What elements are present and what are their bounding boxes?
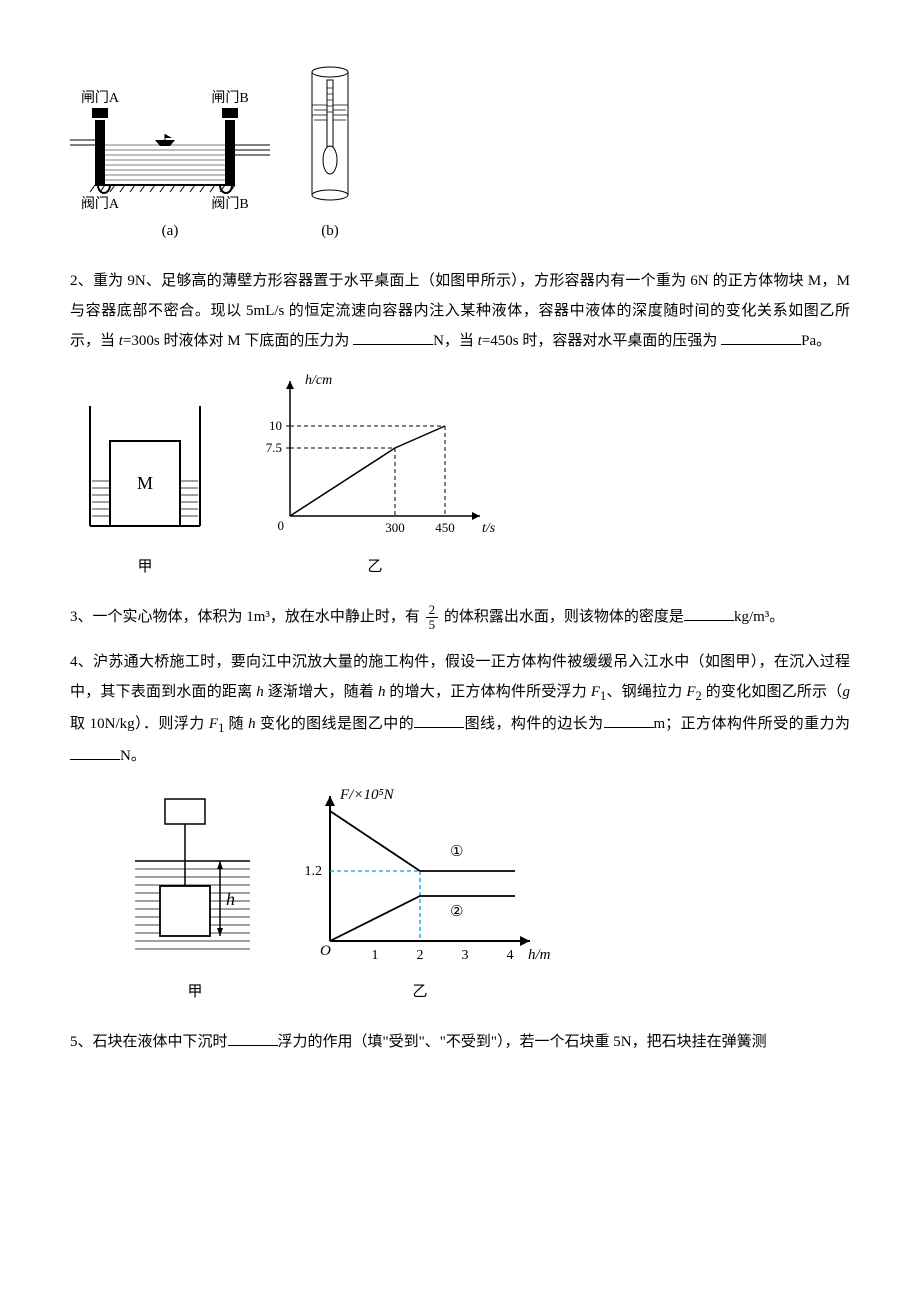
q2-t2val: =450s 时，容器对水平桌面的压强为 bbox=[482, 333, 718, 349]
q4-t3: 的增大，正方体构件所受浮力 bbox=[385, 684, 590, 700]
svg-text:7.5: 7.5 bbox=[266, 440, 282, 455]
problem-4: 4、沪苏通大桥施工时，要向江中沉放大量的施工构件，假设一正方体构件被缓缓吊入江水… bbox=[70, 647, 850, 771]
svg-text:0: 0 bbox=[278, 518, 285, 533]
q3-frac-num: 2 bbox=[426, 603, 439, 618]
svg-text:10: 10 bbox=[269, 418, 282, 433]
q4-h1: h bbox=[256, 684, 264, 700]
q3-frac-den: 5 bbox=[426, 618, 439, 632]
gate-a-label: 闸门A bbox=[81, 90, 120, 106]
depth-time-chart: 10 7.5 300 450 0 h/cm t/s bbox=[250, 366, 500, 546]
fig2a-caption: 甲 bbox=[137, 552, 152, 582]
figure-1a: 闸门A 闸门B 阀门A 阀门B (a) bbox=[70, 90, 270, 246]
q5-mid: 浮力的作用（填"受到"、"不受到"），若一个石块重 5N，把石块挂在弹簧测 bbox=[278, 1034, 767, 1050]
figure-1-row: 闸门A 闸门B 阀门A 阀门B (a) bbox=[70, 60, 850, 246]
figure-2a: M 甲 bbox=[70, 386, 220, 582]
svg-text:3: 3 bbox=[462, 948, 469, 963]
q4-blank-2 bbox=[604, 712, 654, 728]
q4-t7: 随 bbox=[224, 716, 248, 732]
q3-text-after: 的体积露出水面，则该物体的密度是 bbox=[444, 609, 684, 625]
q2-blank-2 bbox=[721, 329, 801, 345]
svg-text:F/×10⁵N: F/×10⁵N bbox=[339, 787, 395, 803]
svg-text:1.2: 1.2 bbox=[305, 864, 323, 879]
q4-t8: 变化的图线是图乙中的 bbox=[256, 716, 415, 732]
q2-t1val: =300s 时液体对 M 下底面的压力为 bbox=[123, 333, 349, 349]
gate-b-label: 闸门B bbox=[211, 90, 248, 106]
q4-f1b: F bbox=[209, 716, 218, 732]
q4-f2: F bbox=[686, 684, 695, 700]
q2-unit1: N，当 bbox=[433, 333, 478, 349]
q4-t9: 图线，构件的边长为 bbox=[464, 716, 603, 732]
force-depth-chart: F/×10⁵N h/m O 1 2 3 4 1.2 ① ② bbox=[290, 781, 550, 971]
q4-h3: h bbox=[248, 716, 256, 732]
svg-text:②: ② bbox=[450, 904, 463, 920]
svg-text:h: h bbox=[226, 889, 235, 909]
fig1b-caption: (b) bbox=[321, 216, 339, 246]
figure-2-row: M 甲 10 7.5 300 450 0 h/cm t/s bbox=[70, 366, 850, 582]
svg-text:4: 4 bbox=[507, 948, 514, 963]
q3-blank bbox=[684, 605, 734, 621]
q4-t10: m；正方体构件所受的重力为 bbox=[654, 716, 850, 732]
q4-t2: 逐渐增大，随着 bbox=[264, 684, 378, 700]
q4-f1: F bbox=[591, 684, 600, 700]
q4-t6: 取 10N/kg）．则浮力 bbox=[70, 716, 209, 732]
q2-unit2: Pa。 bbox=[801, 333, 831, 349]
q5-before: 5、石块在液体中下沉时 bbox=[70, 1034, 228, 1050]
q4-blank-3 bbox=[70, 744, 120, 760]
q4-t5: 的变化如图乙所示（ bbox=[702, 684, 843, 700]
valve-b-label: 阀门B bbox=[211, 196, 248, 210]
q4-blank-1 bbox=[414, 712, 464, 728]
svg-text:t/s: t/s bbox=[482, 521, 496, 536]
q3-fraction: 2 5 bbox=[426, 603, 439, 633]
lock-gate-diagram: 闸门A 闸门B 阀门A 阀门B bbox=[70, 90, 270, 210]
figure-4a: h 甲 bbox=[130, 791, 260, 1007]
figure-1b: (b) bbox=[300, 60, 360, 246]
fig2b-caption: 乙 bbox=[367, 552, 382, 582]
figure-4b: F/×10⁵N h/m O 1 2 3 4 1.2 ① ② 乙 bbox=[290, 781, 550, 1007]
svg-text:1: 1 bbox=[372, 948, 379, 963]
svg-text:h/m: h/m bbox=[528, 947, 550, 963]
svg-text:450: 450 bbox=[435, 520, 455, 535]
block-m-label: M bbox=[137, 473, 153, 493]
fig4a-caption: 甲 bbox=[187, 977, 202, 1007]
q4-g: g bbox=[842, 684, 850, 700]
q4-t11: N。 bbox=[120, 748, 146, 764]
svg-text:h/cm: h/cm bbox=[305, 373, 332, 388]
valve-a-label: 阀门A bbox=[81, 196, 120, 210]
q3-text-before: 3、一个实心物体，体积为 1m³，放在水中静止时，有 bbox=[70, 609, 420, 625]
svg-text:2: 2 bbox=[417, 948, 424, 963]
q3-unit: kg/m³。 bbox=[734, 609, 784, 625]
crane-block-diagram: h bbox=[130, 791, 260, 971]
figure-2b: 10 7.5 300 450 0 h/cm t/s 乙 bbox=[250, 366, 500, 582]
q5-blank bbox=[228, 1030, 278, 1046]
svg-text:O: O bbox=[320, 943, 331, 959]
figure-4-row: h 甲 F/×10⁵N h/m O 1 2 3 4 1.2 bbox=[130, 781, 850, 1007]
svg-text:①: ① bbox=[450, 844, 463, 860]
fig4b-caption: 乙 bbox=[412, 977, 427, 1007]
q4-t4: 、钢绳拉力 bbox=[606, 684, 686, 700]
fig1a-caption: (a) bbox=[162, 216, 179, 246]
q2-blank-1 bbox=[353, 329, 433, 345]
hydrometer-diagram bbox=[300, 60, 360, 210]
container-block-diagram: M bbox=[70, 386, 220, 546]
problem-5: 5、石块在液体中下沉时 浮力的作用（填"受到"、"不受到"），若一个石块重 5N，… bbox=[70, 1027, 850, 1057]
problem-3: 3、一个实心物体，体积为 1m³，放在水中静止时，有 2 5 的体积露出水面，则… bbox=[70, 602, 850, 632]
problem-2: 2、重为 9N、足够高的薄壁方形容器置于水平桌面上（如图甲所示），方形容器内有一… bbox=[70, 266, 850, 356]
svg-text:300: 300 bbox=[385, 520, 405, 535]
